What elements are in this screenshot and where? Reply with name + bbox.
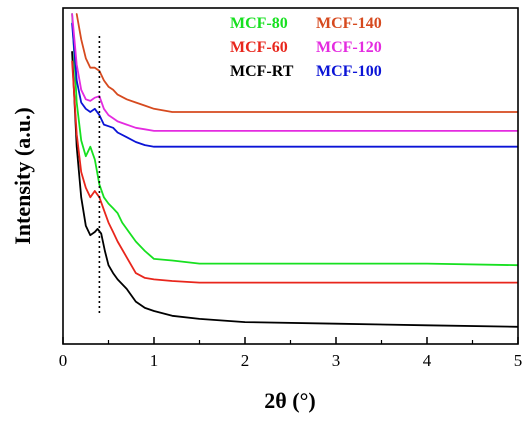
series-line-mcf-rt <box>71 51 518 328</box>
x-axis-ticks: 0 1 2 3 4 5 <box>59 337 523 370</box>
x-tick-label: 5 <box>514 351 523 370</box>
plot-area-frame <box>62 7 519 345</box>
series-layer <box>71 13 518 328</box>
x-tick-label: 3 <box>332 351 341 370</box>
legend-entry-mcf-120: MCF-120 <box>316 39 382 56</box>
legend: MCF-80 MCF-140 MCF-60 MCF-120 MCF-RT MCF-100 <box>230 15 382 80</box>
y-axis-label: Intensity (a.u.) <box>10 107 35 245</box>
x-tick-label: 4 <box>423 351 432 370</box>
x-tick-label: 2 <box>241 351 250 370</box>
series-line-mcf-140 <box>75 13 518 113</box>
legend-entry-mcf-60: MCF-60 <box>230 39 288 56</box>
legend-entry-mcf-100: MCF-100 <box>316 63 382 80</box>
x-tick-label: 1 <box>150 351 159 370</box>
x-tick-label: 0 <box>59 351 68 370</box>
legend-entry-mcf-140: MCF-140 <box>316 15 382 32</box>
series-line-mcf-60 <box>71 60 518 284</box>
x-axis-label: 2θ (°) <box>264 388 315 413</box>
series-line-mcf-120 <box>71 13 518 132</box>
legend-entry-mcf-rt: MCF-RT <box>230 63 294 80</box>
series-line-mcf-100 <box>71 22 518 148</box>
series-line-mcf-80 <box>71 13 518 267</box>
legend-entry-mcf-80: MCF-80 <box>230 15 288 32</box>
